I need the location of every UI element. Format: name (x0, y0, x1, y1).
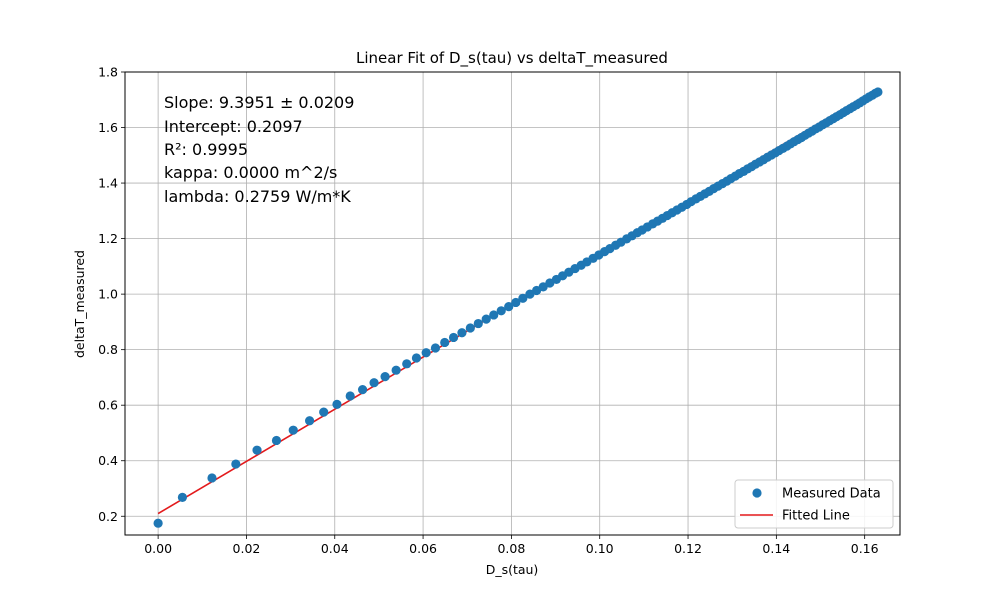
data-point (440, 337, 450, 348)
data-point (177, 492, 188, 502)
data-point (391, 365, 401, 375)
data-point (207, 473, 217, 483)
data-point (332, 399, 342, 409)
data-point (538, 282, 548, 292)
y-tick-label: 0.8 (98, 342, 118, 357)
legend-box (734, 479, 894, 529)
y-tick-label: 0.4 (98, 453, 118, 468)
annotation-slope: Slope: 9.3951 ± 0.0209 (164, 93, 354, 112)
y-tick-label: 0.6 (98, 398, 118, 413)
chart-title: Linear Fit of D_s(tau) vs deltaT_measure… (356, 49, 668, 68)
data-point (271, 435, 282, 446)
y-tick-label: 1.8 (98, 65, 118, 80)
data-point (345, 391, 355, 401)
annotation-lambda: lambda: 0.2759 W/m*K (164, 187, 351, 206)
y-tick-label: 1.6 (98, 120, 118, 135)
data-point (481, 314, 491, 324)
data-point (873, 87, 883, 97)
y-tick-label: 1.2 (98, 231, 118, 246)
data-point (319, 407, 329, 417)
x-tick-label: 0.10 (586, 541, 614, 556)
x-axis-label: D_s(tau) (486, 562, 539, 577)
data-point (369, 378, 379, 388)
data-point (421, 348, 431, 358)
data-point (465, 323, 475, 333)
annotation-kappa: kappa: 0.0000 m^2/s (164, 163, 337, 182)
annotation-r-squared: R²: 0.9995 (164, 140, 248, 159)
legend: Measured Data Fitted Line (734, 479, 894, 529)
data-point (252, 445, 262, 455)
y-tick-label: 1.0 (98, 287, 118, 302)
data-point (231, 459, 241, 469)
y-tick-label: 1.4 (98, 176, 118, 191)
data-point (511, 297, 521, 308)
x-tick-label: 0.02 (233, 541, 261, 556)
data-point (430, 343, 441, 353)
data-point (496, 306, 506, 316)
annotation-intercept: Intercept: 0.2097 (164, 117, 303, 136)
x-tick-label: 0.08 (497, 541, 525, 556)
data-point (518, 293, 528, 303)
data-point (504, 302, 514, 312)
x-tick-label: 0.16 (851, 541, 879, 556)
fit-statistics: Slope: 9.3951 ± 0.0209 Intercept: 0.2097… (164, 93, 354, 206)
x-tick-label: 0.04 (321, 541, 349, 556)
scatter-points (153, 87, 883, 528)
axis-ticks: 0.00 0.02 0.04 0.06 0.08 0.10 0.12 0.14 0.16 0.2 0… (98, 65, 879, 557)
plot-frame (124, 71, 901, 536)
data-point (402, 359, 412, 369)
data-point (473, 318, 483, 329)
y-tick-label: 0.2 (98, 509, 118, 524)
x-tick-label: 0.06 (409, 541, 437, 556)
data-point (153, 518, 163, 528)
data-point (411, 353, 422, 363)
data-point (489, 310, 499, 320)
x-tick-label: 0.14 (762, 541, 790, 556)
legend-marker-measured (752, 488, 762, 498)
data-point (288, 425, 298, 435)
x-tick-label: 0.12 (674, 541, 702, 556)
data-point (448, 332, 459, 343)
data-point (457, 328, 467, 338)
legend-label-fitted: Fitted Line (782, 509, 850, 524)
y-axis-label: deltaT_measured (72, 250, 87, 358)
x-tick-label: 0.00 (144, 541, 172, 556)
legend-label-measured: Measured Data (782, 487, 881, 502)
data-point (380, 371, 390, 382)
data-point (304, 416, 315, 426)
data-point (357, 385, 368, 395)
